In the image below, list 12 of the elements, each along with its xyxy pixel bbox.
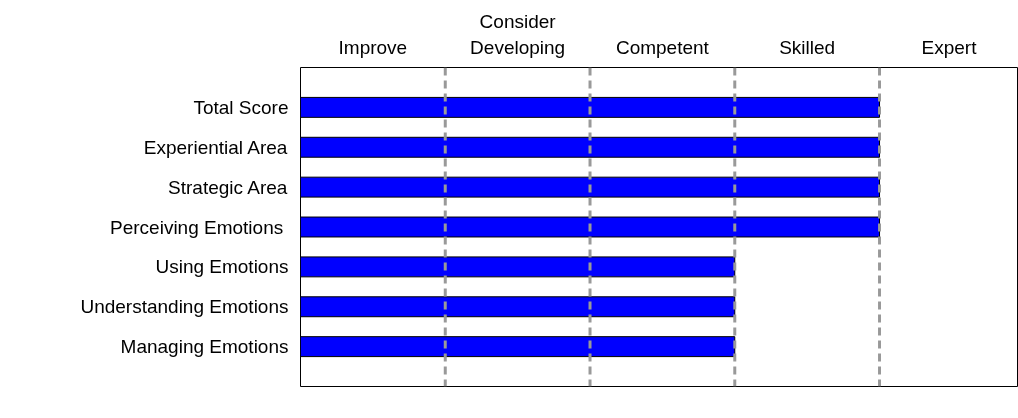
y-tick-label: Total Score [193, 96, 289, 118]
y-tick-label: Understanding Emotions [80, 296, 289, 318]
text: Improve [338, 36, 408, 58]
text: Skilled [779, 36, 836, 58]
y-tick-label: Using Emotions [155, 256, 289, 278]
y-tick-label: Experiential Area [143, 136, 288, 158]
y-tick-label: Perceiving Emotions [110, 216, 284, 238]
y-tick-label: Strategic Area [168, 176, 288, 198]
text: Competent [615, 36, 710, 58]
y-tick-label: Managing Emotions [120, 336, 289, 358]
text: Expert [921, 36, 978, 58]
text: Consider Developing [470, 11, 566, 58]
